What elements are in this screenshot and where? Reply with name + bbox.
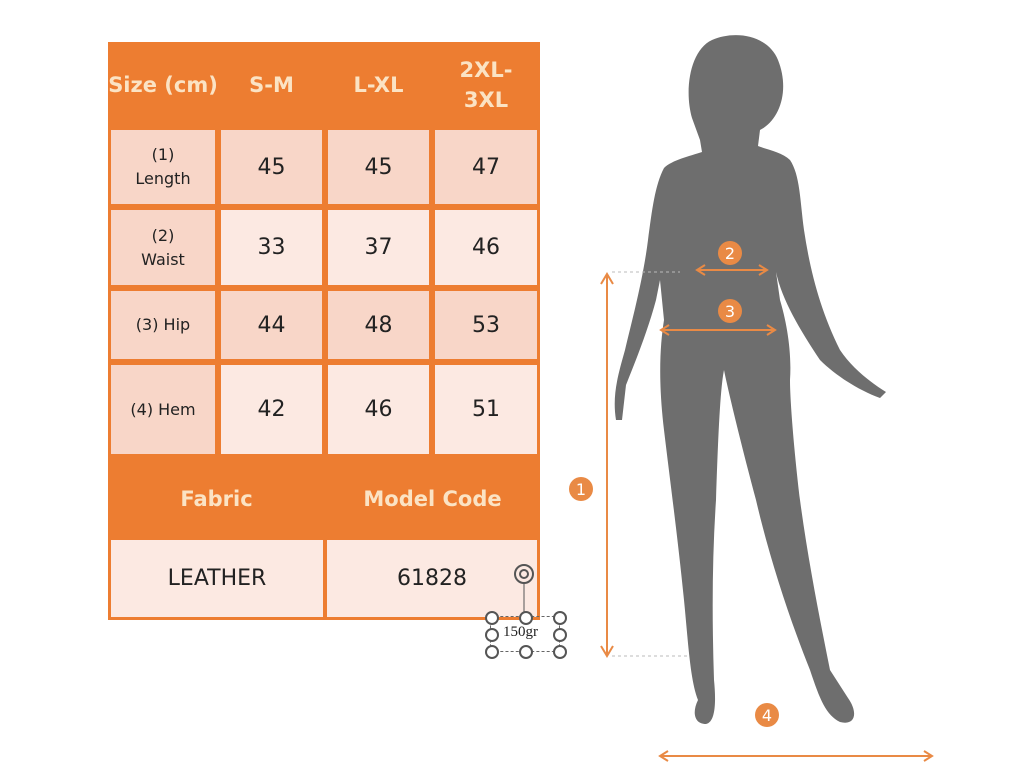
resize-handle[interactable] [553, 645, 567, 659]
marker-1: 1 [569, 477, 593, 501]
size-value: 45 [328, 130, 429, 204]
row-label: (3) Hip [111, 291, 215, 359]
textbox-text[interactable]: 150gr [503, 624, 538, 640]
resize-handle[interactable] [485, 645, 499, 659]
row-label: (1) Length [111, 130, 215, 204]
resize-handle[interactable] [485, 628, 499, 642]
resize-handle[interactable] [519, 645, 533, 659]
size-value: 47 [435, 130, 537, 204]
size-value: 51 [435, 365, 537, 454]
header-size: Size (cm) [108, 72, 218, 97]
row-label: (4) Hem [111, 365, 215, 454]
row-label: (2) Waist [111, 210, 215, 285]
svg-text:4: 4 [762, 706, 772, 725]
model-code-value: 61828 [327, 540, 537, 617]
size-value: 46 [435, 210, 537, 285]
model-code-header: Model Code [363, 486, 502, 511]
resize-handle[interactable] [553, 628, 567, 642]
size-value: 45 [221, 130, 322, 204]
size-value: 44 [221, 291, 322, 359]
woman-silhouette [614, 35, 886, 725]
size-value: 48 [328, 291, 429, 359]
marker-4: 4 [755, 703, 779, 727]
rotate-handle-icon[interactable] [514, 564, 534, 616]
marker-3: 3 [718, 299, 742, 323]
resize-handle[interactable] [485, 611, 499, 625]
svg-text:1: 1 [576, 480, 586, 499]
size-value: 37 [328, 210, 429, 285]
size-value: 33 [221, 210, 322, 285]
size-value: 53 [435, 291, 537, 359]
svg-text:2: 2 [725, 244, 735, 263]
size-value: 46 [328, 365, 429, 454]
guide-lines [612, 271, 690, 657]
size-value: 42 [221, 365, 322, 454]
marker-2: 2 [718, 241, 742, 265]
resize-handle[interactable] [553, 611, 567, 625]
fabric-header: Fabric [180, 486, 253, 511]
resize-handle[interactable] [519, 611, 533, 625]
header-s-m: S-M [249, 72, 294, 97]
fabric-value: LEATHER [111, 540, 323, 617]
header-2xl-3xl: 2XL-3XL [459, 57, 513, 112]
measure-arrows [600, 264, 934, 762]
header-l-xl: L-XL [353, 72, 404, 97]
size-chart-table: Size (cm) S-M L-XL 2XL-3XL (1) Length 45 4… [108, 42, 540, 620]
svg-text:3: 3 [725, 302, 735, 321]
